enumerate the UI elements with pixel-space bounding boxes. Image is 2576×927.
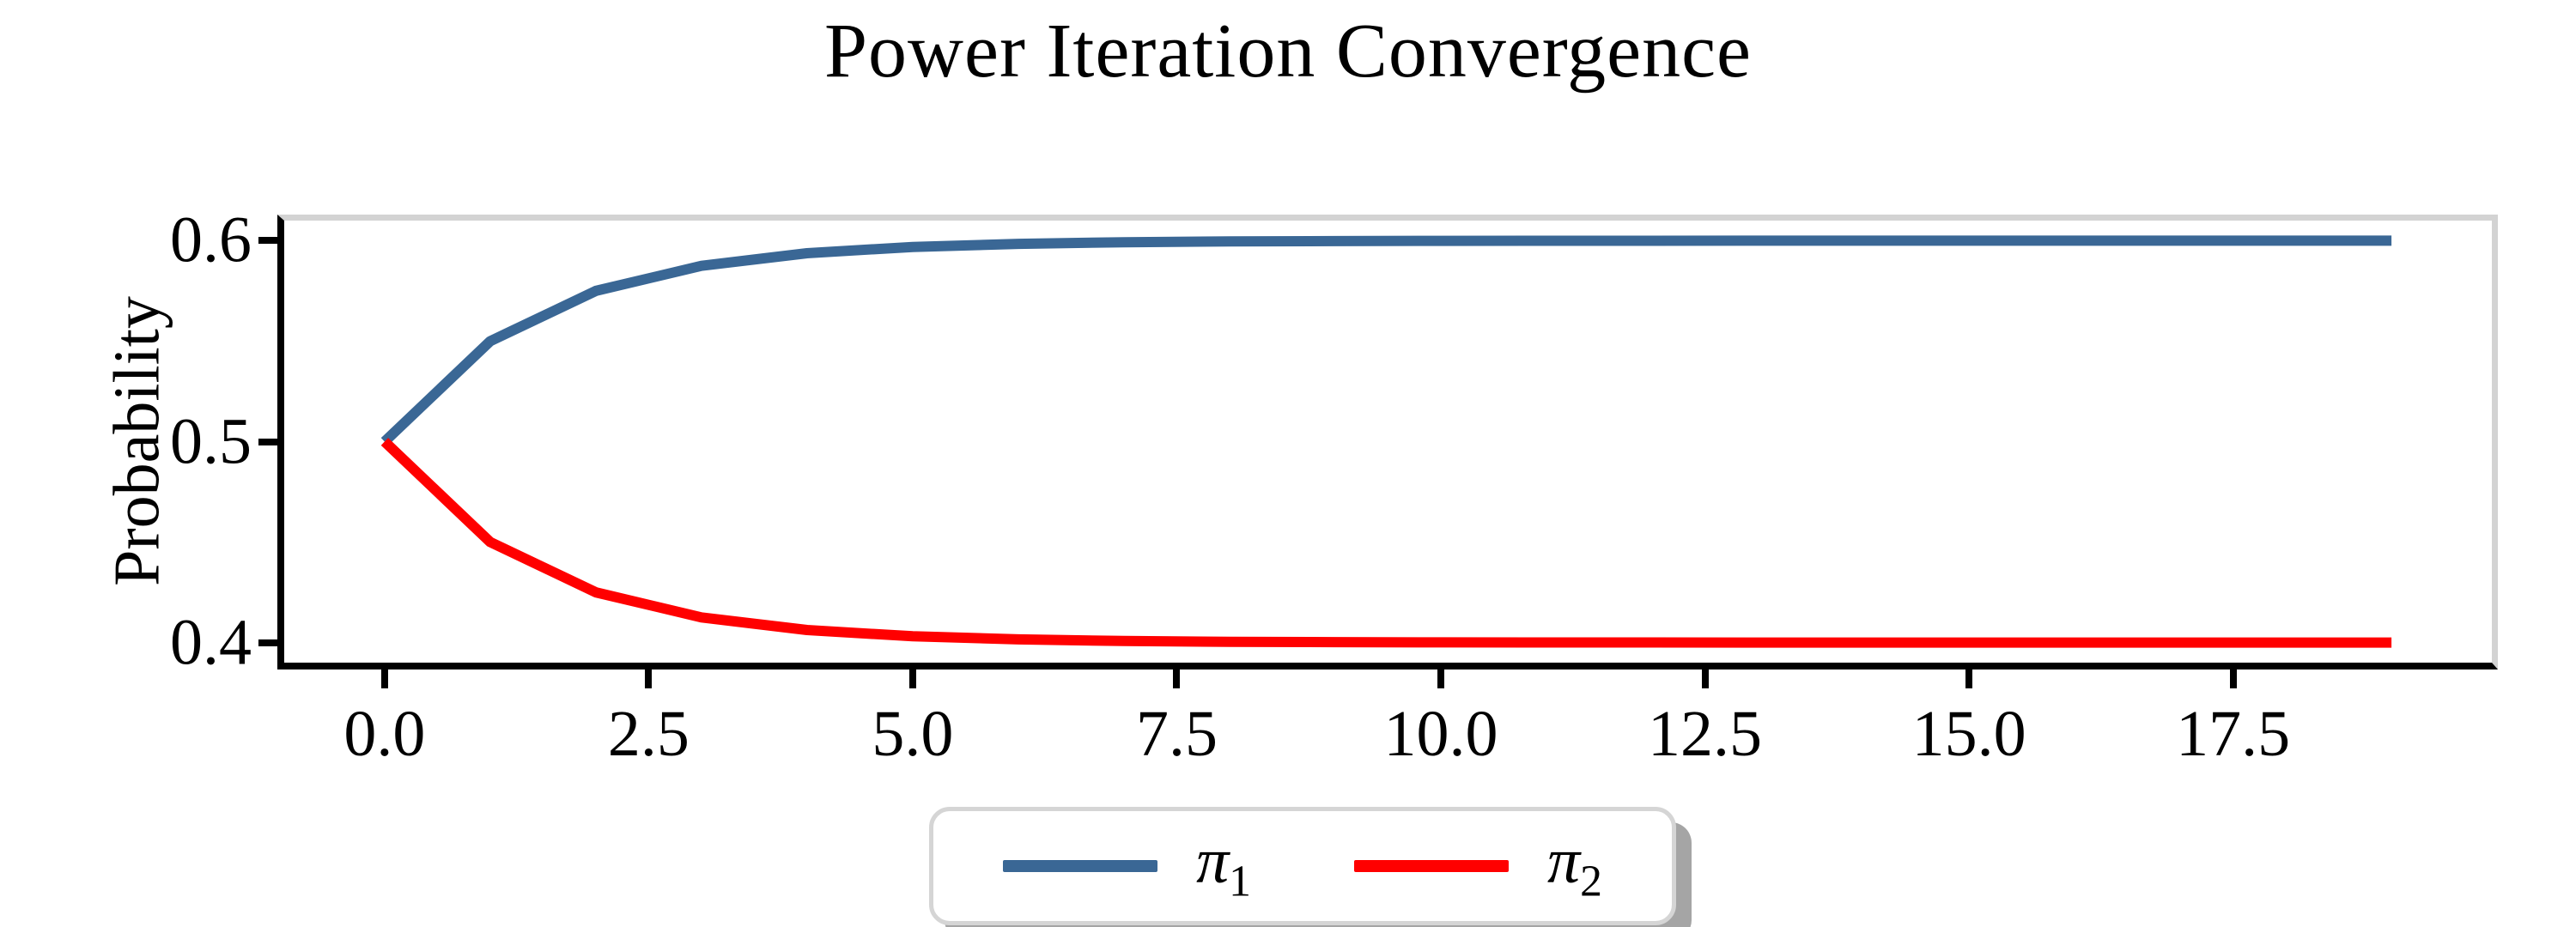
x-tick-mark xyxy=(908,670,916,688)
x-tick-label: 7.5 xyxy=(1135,698,1218,770)
x-tick-mark xyxy=(1173,670,1181,688)
x-tick-mark xyxy=(380,670,388,688)
y-tick-mark xyxy=(258,438,277,445)
legend-item-pi1: π1 xyxy=(1003,828,1251,904)
x-tick-label: 0.0 xyxy=(343,698,426,770)
x-tick-label: 2.5 xyxy=(607,698,690,770)
x-tick-mark xyxy=(645,670,653,688)
legend-box: π1 π2 xyxy=(929,807,1676,925)
y-tick-label: 0.4 xyxy=(170,606,252,679)
x-tick-label: 17.5 xyxy=(2176,698,2291,770)
x-tick-mark xyxy=(1701,670,1709,688)
series-line-pi2 xyxy=(380,438,2392,648)
plot-lines xyxy=(380,235,2392,648)
y-tick-mark xyxy=(258,639,277,646)
x-tick-mark xyxy=(1965,670,1973,688)
y-tick-label: 0.6 xyxy=(170,203,252,276)
legend-swatch-pi2 xyxy=(1354,860,1509,872)
legend-label-pi2: π2 xyxy=(1547,824,1602,906)
x-tick-label: 5.0 xyxy=(872,698,954,770)
y-axis-label: Probability xyxy=(100,296,173,586)
legend-swatch-pi1 xyxy=(1003,860,1158,872)
x-tick-label: 10.0 xyxy=(1383,698,1498,770)
plot-area xyxy=(277,215,2498,670)
x-tick-mark xyxy=(1437,670,1444,688)
x-tick-label: 15.0 xyxy=(1911,698,2026,770)
legend-item-pi2: π2 xyxy=(1354,828,1602,904)
chart-title: Power Iteration Convergence xyxy=(824,9,1752,94)
series-line-pi1 xyxy=(380,235,2392,445)
x-tick-mark xyxy=(2229,670,2237,688)
y-tick-label: 0.5 xyxy=(170,405,252,477)
legend-label-pi1: π1 xyxy=(1196,824,1251,906)
y-tick-mark xyxy=(258,237,277,245)
x-tick-label: 12.5 xyxy=(1648,698,1763,770)
